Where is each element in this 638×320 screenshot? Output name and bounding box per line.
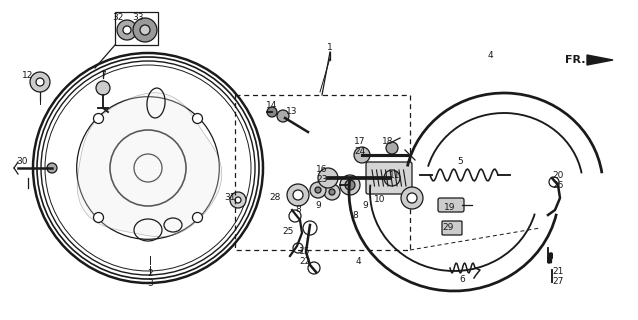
Text: 5: 5 xyxy=(457,157,463,166)
Text: 4: 4 xyxy=(487,51,493,60)
Text: 32: 32 xyxy=(112,13,124,22)
Circle shape xyxy=(123,26,131,34)
Text: 27: 27 xyxy=(553,277,564,286)
Circle shape xyxy=(94,212,103,222)
Text: 15: 15 xyxy=(299,247,311,257)
Circle shape xyxy=(407,193,417,203)
Text: 22: 22 xyxy=(299,258,311,267)
Text: 7: 7 xyxy=(100,70,106,79)
FancyBboxPatch shape xyxy=(442,221,462,235)
Circle shape xyxy=(293,190,303,200)
Text: 4: 4 xyxy=(355,258,361,267)
Circle shape xyxy=(354,147,370,163)
Text: 29: 29 xyxy=(442,223,454,233)
Polygon shape xyxy=(77,93,222,237)
Circle shape xyxy=(386,142,398,154)
Circle shape xyxy=(384,170,400,186)
Circle shape xyxy=(318,168,338,188)
Circle shape xyxy=(267,107,277,117)
Circle shape xyxy=(401,187,423,209)
Text: 21: 21 xyxy=(553,268,564,276)
Text: 9: 9 xyxy=(362,201,368,210)
Text: 28: 28 xyxy=(269,194,281,203)
Text: 14: 14 xyxy=(266,100,278,109)
Circle shape xyxy=(193,212,202,222)
Circle shape xyxy=(96,81,110,95)
FancyBboxPatch shape xyxy=(438,198,464,212)
Text: 30: 30 xyxy=(16,157,27,166)
Text: 13: 13 xyxy=(286,108,298,116)
Text: 20: 20 xyxy=(553,171,564,180)
Text: 24: 24 xyxy=(354,148,366,156)
Circle shape xyxy=(235,197,241,203)
Text: 9: 9 xyxy=(315,201,321,210)
Circle shape xyxy=(329,189,335,195)
Text: 25: 25 xyxy=(282,228,293,236)
Text: 8: 8 xyxy=(352,211,358,220)
Text: 12: 12 xyxy=(22,70,34,79)
Bar xyxy=(235,95,410,250)
Circle shape xyxy=(140,25,150,35)
Text: 19: 19 xyxy=(444,204,456,212)
Text: 1: 1 xyxy=(327,44,333,52)
Text: 23: 23 xyxy=(316,175,328,185)
Circle shape xyxy=(324,184,340,200)
Circle shape xyxy=(315,187,321,193)
Text: 18: 18 xyxy=(382,138,394,147)
Text: 26: 26 xyxy=(553,181,564,190)
Circle shape xyxy=(230,192,246,208)
Text: 11: 11 xyxy=(389,171,401,180)
Circle shape xyxy=(94,114,103,124)
Circle shape xyxy=(36,78,44,86)
Text: 16: 16 xyxy=(316,165,328,174)
Circle shape xyxy=(117,20,137,40)
Text: 6: 6 xyxy=(459,276,465,284)
Circle shape xyxy=(287,184,309,206)
Circle shape xyxy=(193,114,202,124)
Circle shape xyxy=(340,175,360,195)
Text: 17: 17 xyxy=(354,138,366,147)
Circle shape xyxy=(277,110,289,122)
Text: 3: 3 xyxy=(147,279,153,289)
Text: FR.: FR. xyxy=(565,55,586,65)
Text: 10: 10 xyxy=(375,196,386,204)
FancyBboxPatch shape xyxy=(366,162,412,194)
Circle shape xyxy=(47,163,57,173)
Circle shape xyxy=(30,72,50,92)
Circle shape xyxy=(133,18,157,42)
Text: 8: 8 xyxy=(295,205,301,214)
Polygon shape xyxy=(587,55,613,65)
Circle shape xyxy=(310,182,326,198)
Text: 33: 33 xyxy=(132,13,144,22)
Text: 31: 31 xyxy=(224,194,236,203)
Circle shape xyxy=(345,180,355,190)
Text: 2: 2 xyxy=(147,269,153,278)
